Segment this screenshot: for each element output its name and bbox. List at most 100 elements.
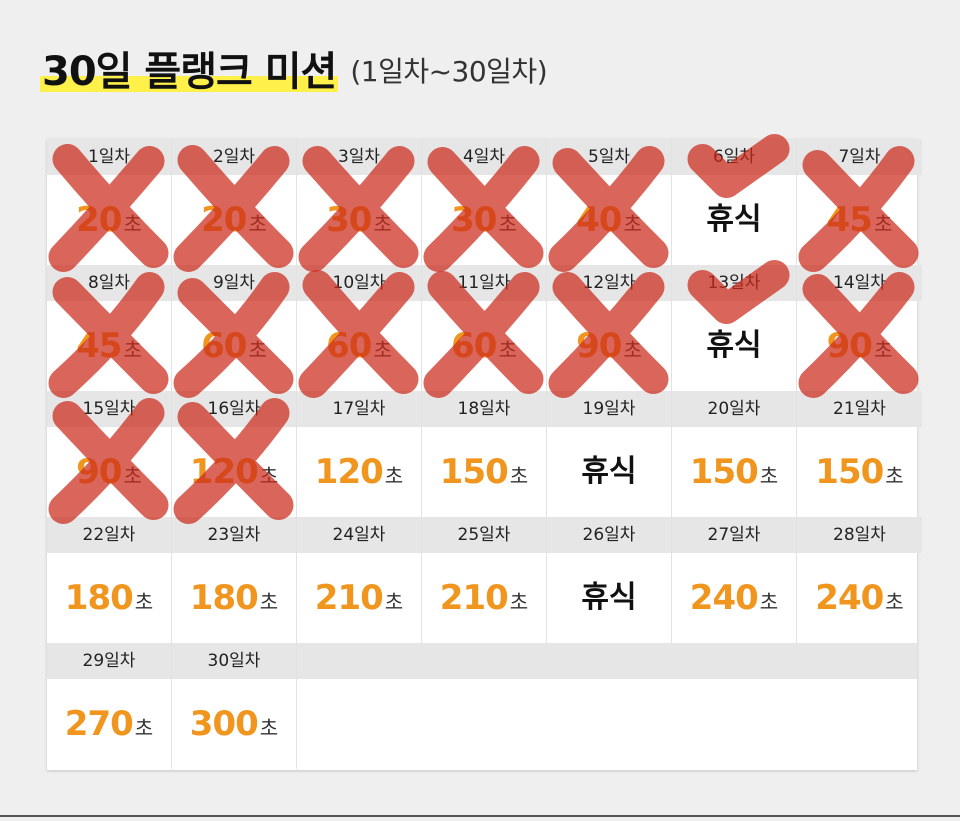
rest-label: 휴식 <box>581 454 637 489</box>
seconds-value: 270 <box>64 704 134 744</box>
seconds-value: 90 <box>76 452 122 492</box>
seconds-unit: 초 <box>623 338 642 362</box>
page-title: 30일 플랭크 미션 <box>42 49 337 95</box>
bottom-divider <box>0 815 960 817</box>
seconds-unit: 초 <box>248 212 267 236</box>
day-target: 240 초 <box>797 553 922 643</box>
seconds-unit: 초 <box>373 212 392 236</box>
day-target: 60 초 <box>422 301 546 391</box>
day-cell: 7일차 45 초 <box>797 139 922 265</box>
day-target: 30 초 <box>422 175 546 265</box>
day-label: 19일차 <box>547 391 671 427</box>
day-label: 25일차 <box>422 517 546 553</box>
day-label: 23일차 <box>172 517 296 553</box>
day-label: 2일차 <box>172 139 296 175</box>
day-target: 60 초 <box>297 301 421 391</box>
day-target: 휴식 <box>547 427 671 517</box>
day-label: 28일차 <box>797 517 922 553</box>
seconds-value: 20 <box>201 200 247 240</box>
day-cell: 15일차 90 초 <box>47 391 172 517</box>
rest-label: 휴식 <box>581 580 637 615</box>
seconds-value: 60 <box>326 326 372 366</box>
seconds-value: 30 <box>451 200 497 240</box>
day-label: 17일차 <box>297 391 421 427</box>
day-target: 240 초 <box>672 553 796 643</box>
day-label: 10일차 <box>297 265 421 301</box>
day-label: 16일차 <box>172 391 296 427</box>
seconds-unit: 초 <box>498 212 517 236</box>
seconds-unit: 초 <box>259 464 279 488</box>
day-target: 20 초 <box>172 175 296 265</box>
day-cell: 21일차 150 초 <box>797 391 922 517</box>
day-target: 60 초 <box>172 301 296 391</box>
day-target: 150 초 <box>422 427 546 517</box>
page-header: 30일 플랭크 미션 (1일차~30일차) <box>40 34 548 98</box>
day-label: 21일차 <box>797 391 922 427</box>
seconds-unit: 초 <box>123 464 142 488</box>
day-target: 45 초 <box>47 301 171 391</box>
seconds-value: 240 <box>689 578 759 618</box>
seconds-value: 45 <box>76 326 122 366</box>
seconds-value: 20 <box>76 200 122 240</box>
day-target: 150 초 <box>797 427 922 517</box>
day-target: 20 초 <box>47 175 171 265</box>
day-target: 휴식 <box>672 301 796 391</box>
seconds-value: 180 <box>64 578 134 618</box>
rest-label: 휴식 <box>706 202 762 237</box>
seconds-unit: 초 <box>134 716 154 740</box>
day-label: 27일차 <box>672 517 796 553</box>
day-target: 45 초 <box>797 175 922 265</box>
seconds-unit: 초 <box>759 464 779 488</box>
seconds-unit: 초 <box>509 464 529 488</box>
seconds-unit: 초 <box>373 338 392 362</box>
seconds-value: 60 <box>451 326 497 366</box>
day-target: 150 초 <box>672 427 796 517</box>
day-cell: 12일차 90 초 <box>547 265 672 391</box>
day-cell: 14일차 90 초 <box>797 265 922 391</box>
seconds-unit: 초 <box>384 590 404 614</box>
day-label: 15일차 <box>47 391 171 427</box>
day-cell: 28일차 240 초 <box>797 517 922 643</box>
day-label: 11일차 <box>422 265 546 301</box>
day-label: 4일차 <box>422 139 546 175</box>
day-label: 8일차 <box>47 265 171 301</box>
title-highlight <box>40 76 339 92</box>
day-cell: 20일차 150 초 <box>672 391 797 517</box>
day-cell: 9일차 60 초 <box>172 265 297 391</box>
day-label: 6일차 <box>672 139 796 175</box>
seconds-unit: 초 <box>873 212 893 236</box>
day-label: 29일차 <box>47 643 171 679</box>
day-label: 5일차 <box>547 139 671 175</box>
day-cell: 1일차 20 초 <box>47 139 172 265</box>
seconds-value: 240 <box>815 578 884 618</box>
day-label: 13일차 <box>672 265 796 301</box>
seconds-unit: 초 <box>509 590 529 614</box>
day-cell: 8일차 45 초 <box>47 265 172 391</box>
day-label: 30일차 <box>172 643 296 679</box>
seconds-unit: 초 <box>123 338 142 362</box>
day-label: 9일차 <box>172 265 296 301</box>
seconds-value: 60 <box>201 326 247 366</box>
day-label: 12일차 <box>547 265 671 301</box>
seconds-value: 45 <box>826 200 873 240</box>
seconds-unit: 초 <box>759 590 779 614</box>
seconds-unit: 초 <box>248 338 267 362</box>
day-cell: 29일차 270 초 <box>47 643 172 769</box>
seconds-value: 40 <box>576 200 622 240</box>
seconds-unit: 초 <box>498 338 517 362</box>
seconds-value: 150 <box>815 452 884 492</box>
day-label: 14일차 <box>797 265 922 301</box>
seconds-value: 210 <box>439 578 509 618</box>
seconds-value: 90 <box>576 326 622 366</box>
day-label: 1일차 <box>47 139 171 175</box>
day-cell: 3일차 30 초 <box>297 139 422 265</box>
day-cell: 25일차 210 초 <box>422 517 547 643</box>
seconds-value: 300 <box>189 704 259 744</box>
seconds-unit: 초 <box>873 338 893 362</box>
rest-label: 휴식 <box>706 328 762 363</box>
day-cell: 11일차 60 초 <box>422 265 547 391</box>
day-cell: 2일차 20 초 <box>172 139 297 265</box>
mission-calendar: 1일차 20 초 2일차 20 초 3일차 30 초 4일차 30 초 5일차 40 초 6일차 휴식 7일차 45… <box>47 139 922 770</box>
